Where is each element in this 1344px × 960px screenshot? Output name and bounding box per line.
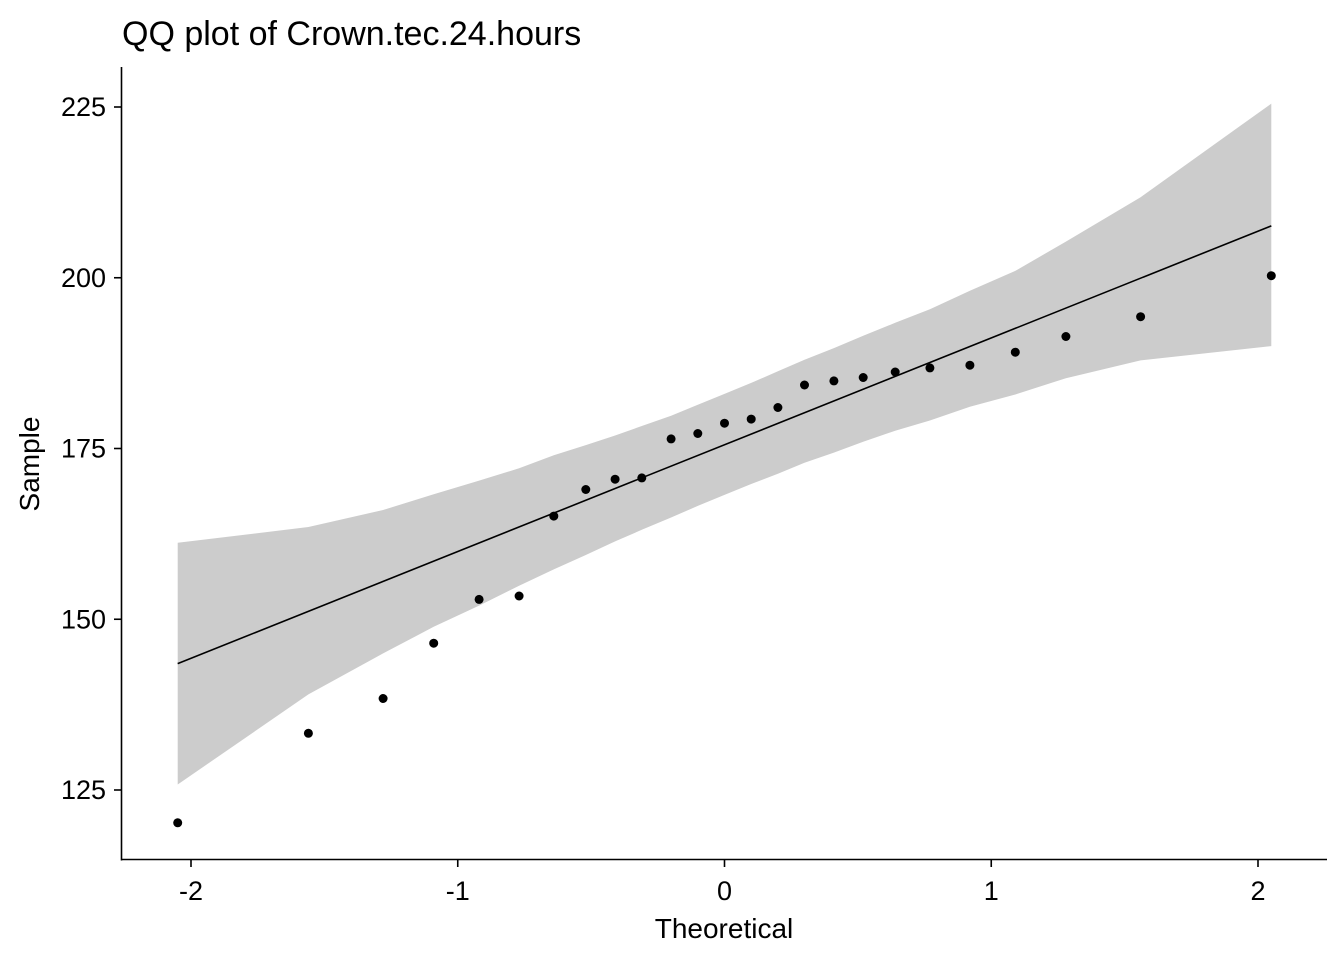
data-point bbox=[925, 363, 935, 373]
data-point bbox=[378, 694, 388, 703]
data-point bbox=[829, 376, 839, 386]
data-point bbox=[773, 403, 783, 412]
data-point bbox=[693, 429, 703, 438]
data-point bbox=[1136, 312, 1146, 322]
data-point bbox=[800, 380, 809, 390]
y-ticks-layer: 125 150 175 200 225 bbox=[61, 92, 122, 805]
x-axis-title: Theoretical bbox=[655, 913, 794, 944]
data-point bbox=[890, 367, 900, 377]
data-point bbox=[746, 414, 756, 424]
data-point bbox=[173, 818, 183, 828]
chart-title: QQ plot of Crown.tec.24.hours bbox=[122, 15, 581, 53]
x-tick-label: 0 bbox=[717, 876, 732, 906]
y-axis-title: Sample bbox=[14, 417, 45, 512]
data-point bbox=[474, 594, 484, 604]
data-point bbox=[429, 638, 439, 648]
y-tick-label: 150 bbox=[61, 604, 106, 634]
x-tick-label: 1 bbox=[984, 876, 999, 906]
data-point bbox=[720, 418, 729, 428]
data-point bbox=[666, 434, 676, 444]
data-point bbox=[637, 473, 647, 483]
reference-line-layer bbox=[177, 225, 1272, 665]
x-tick-label: -2 bbox=[179, 876, 203, 906]
data-point bbox=[1061, 332, 1071, 341]
x-tick-label: 2 bbox=[1250, 876, 1265, 906]
data-point bbox=[1010, 347, 1020, 357]
data-point bbox=[1266, 271, 1276, 281]
y-tick-label: 125 bbox=[61, 775, 106, 805]
data-point bbox=[303, 728, 313, 738]
x-ticks-layer: -2 -1 0 1 2 bbox=[179, 859, 1266, 906]
y-tick-label: 200 bbox=[61, 263, 106, 293]
data-point bbox=[581, 485, 591, 494]
x-tick-label: -1 bbox=[446, 876, 470, 906]
data-points-layer bbox=[173, 271, 1276, 828]
data-point bbox=[965, 360, 975, 370]
y-tick-label: 175 bbox=[61, 434, 106, 464]
y-tick-label: 225 bbox=[61, 92, 106, 122]
data-point bbox=[858, 373, 868, 382]
data-point bbox=[610, 474, 620, 484]
data-point bbox=[549, 511, 559, 521]
reference-line bbox=[177, 225, 1272, 665]
data-point bbox=[514, 591, 524, 601]
